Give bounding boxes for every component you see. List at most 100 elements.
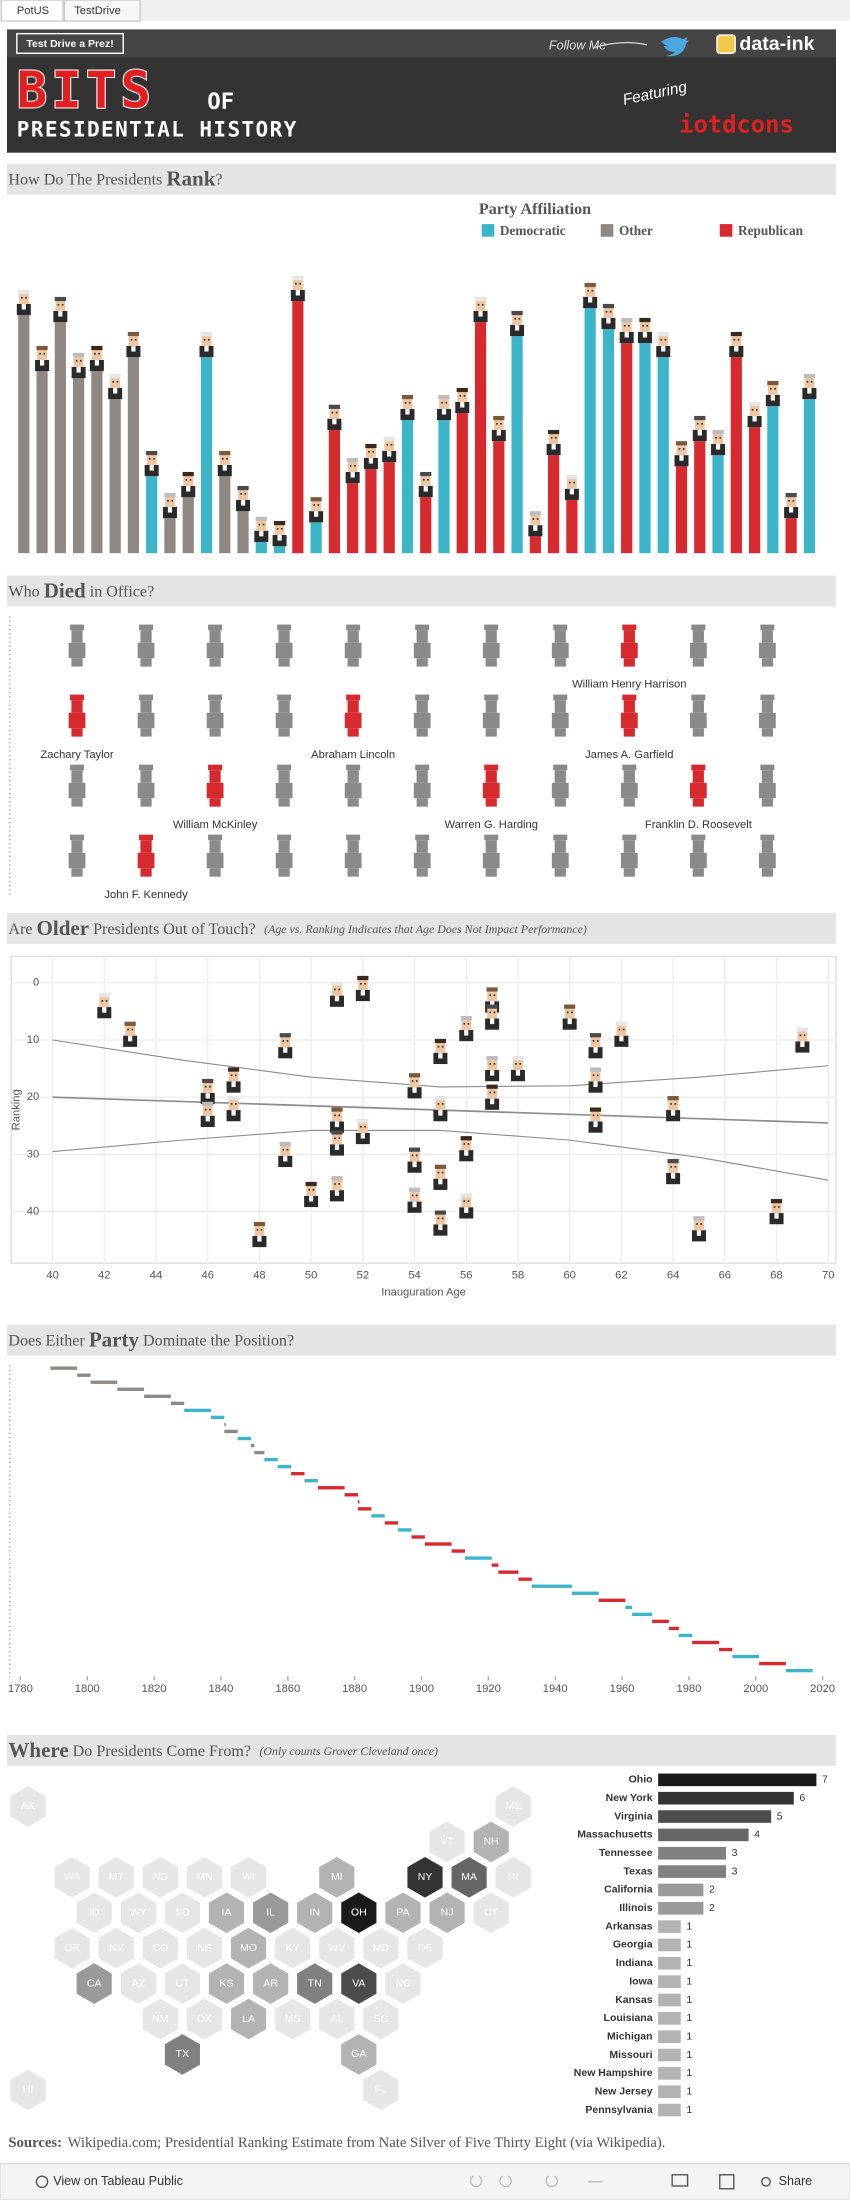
title-emphasis: Older	[37, 916, 90, 940]
bar	[73, 378, 85, 554]
silhouette-body	[206, 782, 224, 799]
bar	[456, 413, 468, 554]
scatter-point	[433, 1210, 448, 1236]
view-link[interactable]: View on Tableau Public	[53, 2174, 183, 2188]
state-hex	[142, 1998, 178, 2040]
portrait-eye	[364, 1125, 366, 1128]
portrait-collar	[515, 1070, 521, 1076]
president-silhouette	[137, 694, 155, 737]
portrait-hair	[408, 1147, 421, 1152]
silhouette-legs	[416, 658, 428, 667]
president-silhouette	[344, 764, 362, 807]
portrait-eye	[463, 1200, 466, 1203]
x-tick-label: 62	[615, 1270, 627, 1282]
scatter-point	[278, 1141, 293, 1168]
title-emphasis: Rank	[166, 166, 215, 190]
portrait-eye	[185, 478, 188, 481]
portrait-body	[656, 345, 671, 358]
portrait	[546, 429, 561, 456]
portrait-eye	[777, 1206, 780, 1208]
portrait-hair	[730, 331, 742, 337]
silhouette-body	[275, 782, 293, 799]
portrait-hair	[584, 282, 596, 288]
silhouette-legs	[416, 868, 428, 877]
state-hex	[297, 1963, 333, 2004]
silhouette-legs	[692, 728, 704, 737]
section-subtitle: (Age vs. Ranking Indicates that Age Does…	[264, 922, 587, 936]
silhouette-body	[344, 712, 362, 729]
x-axis-label: Inauguration Age	[381, 1286, 466, 1298]
portrait-eye	[116, 380, 119, 383]
legend-swatch	[481, 224, 495, 237]
portrait-eye	[803, 1034, 806, 1037]
portrait-collar	[696, 1230, 702, 1236]
value-label: 2	[709, 1884, 715, 1896]
portrait-eye	[573, 481, 575, 484]
portrait-collar	[412, 1161, 417, 1168]
toolbar-icons[interactable]	[469, 2175, 603, 2188]
portrait-face	[110, 376, 121, 388]
portrait-hair	[667, 1096, 679, 1101]
president-silhouette	[551, 694, 569, 737]
portrait-eye	[134, 338, 137, 341]
portrait-face	[668, 1161, 679, 1173]
silhouette-hair	[70, 694, 85, 701]
silhouette-body	[413, 782, 431, 799]
president-silhouette	[68, 834, 86, 877]
portrait-face	[311, 499, 322, 512]
portrait-body	[16, 303, 31, 316]
portrait-collar	[807, 387, 812, 394]
state-label: CA	[87, 1977, 102, 1989]
state-label: IA	[222, 1907, 232, 1919]
title-main: PRESIDENTIAL HISTORY	[17, 117, 298, 141]
portrait-body	[35, 359, 50, 372]
scatter-point	[278, 1033, 293, 1059]
button-frame[interactable]	[16, 32, 124, 54]
tab-inactive[interactable]	[63, 0, 141, 22]
portrait-hair	[292, 275, 304, 281]
twitter-icon[interactable]	[660, 36, 689, 57]
device-icon[interactable]	[671, 2174, 689, 2187]
state-hex	[208, 1892, 245, 1934]
tab[interactable]: TestDrive	[74, 5, 121, 17]
silhouette-legs	[623, 728, 635, 737]
portrait-hair	[486, 1056, 498, 1061]
tab[interactable]: PotUS	[17, 5, 49, 17]
state-bar	[658, 2030, 681, 2043]
silhouette-hair	[553, 694, 568, 701]
portrait-hair	[331, 1176, 343, 1181]
state-label: VT	[440, 1836, 454, 1848]
portrait-hair	[347, 457, 359, 463]
share-link[interactable]: Share	[779, 2174, 813, 2188]
tab-active[interactable]	[0, 0, 64, 22]
portrait-face	[125, 1024, 136, 1036]
tableau-icon[interactable]	[35, 2175, 49, 2189]
title-part: ?	[215, 171, 222, 188]
portrait-hair	[401, 394, 414, 400]
president-silhouette	[758, 764, 776, 807]
x-tick-label: 1900	[409, 1683, 434, 1695]
portrait-collar	[606, 317, 611, 324]
share-icon[interactable]	[761, 2176, 771, 2187]
silhouette-hair	[691, 624, 706, 631]
state-hex	[319, 1857, 355, 1898]
state-hex	[230, 1857, 267, 1898]
silhouette-hair	[70, 834, 85, 841]
silhouette-head	[554, 700, 566, 713]
legend-swatch	[600, 224, 614, 237]
featured-logo: iotdcons	[679, 111, 794, 139]
portrait-eye	[260, 1228, 263, 1231]
brand[interactable]: data-ink	[739, 33, 814, 55]
value-label: 3	[732, 1847, 738, 1859]
silhouette-legs	[140, 658, 152, 667]
fullscreen-icon[interactable]	[719, 2174, 735, 2190]
portrait-hair	[434, 1096, 447, 1101]
portrait-eye	[94, 352, 96, 355]
portrait-face	[487, 990, 498, 1002]
test-drive-button[interactable]: Test Drive a Prez!	[26, 38, 113, 50]
term-segment	[264, 1457, 278, 1462]
portrait-collar	[490, 1001, 495, 1007]
portrait-eye	[701, 422, 703, 425]
president-silhouette	[68, 764, 86, 807]
state-label: CO	[152, 1942, 168, 1954]
